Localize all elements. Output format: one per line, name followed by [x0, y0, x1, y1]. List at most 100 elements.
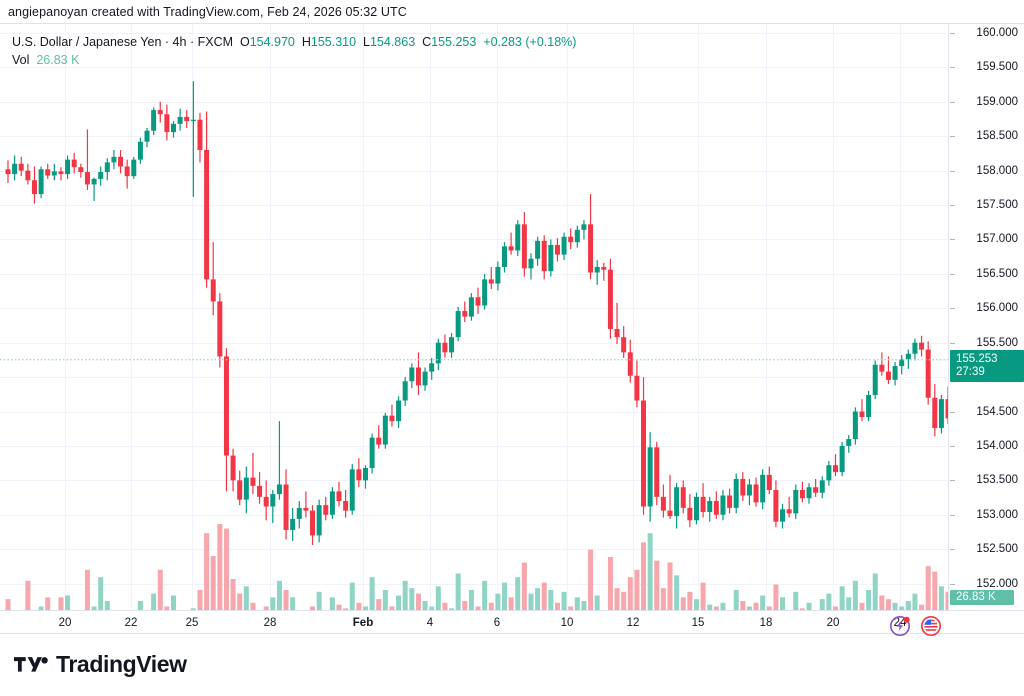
candle-body: [945, 399, 948, 419]
chart-plot-area[interactable]: [0, 24, 948, 610]
legend-interval[interactable]: 4h: [172, 35, 187, 49]
volume-bar: [382, 590, 388, 610]
volume-bar: [945, 591, 948, 610]
price-tick-dash: [950, 412, 955, 413]
candle-body: [237, 480, 243, 500]
volume-bar: [574, 597, 580, 610]
price-axis-tick-label: 157.000: [976, 233, 1018, 246]
legend-exchange: FXCM: [197, 35, 234, 49]
price-tick-dash: [950, 584, 955, 585]
price-tick-dash: [950, 171, 955, 172]
candle-body: [515, 224, 521, 251]
volume-bar: [462, 601, 468, 610]
volume-badge[interactable]: 26.83 K: [950, 590, 1014, 605]
candle-body: [104, 162, 110, 173]
us-flag-icon[interactable]: [920, 615, 942, 637]
price-axis-tick-label: 152.000: [976, 577, 1018, 590]
tradingview-footer-logo[interactable]: TradingView: [14, 652, 187, 676]
candle-body: [382, 415, 388, 445]
candle-body: [468, 297, 474, 317]
chart-frame[interactable]: U.S. Dollar / Japanese Yen · 4h · FXCM O…: [0, 23, 1024, 637]
grid-line-horizontal: [0, 33, 948, 34]
replay-alert-icon[interactable]: [889, 615, 911, 637]
legend-close-label: C: [422, 35, 432, 49]
candle-body: [184, 116, 190, 122]
grid-line-horizontal: [0, 136, 948, 137]
volume-bar: [91, 606, 97, 610]
price-axis[interactable]: 160.000 159.500 159.000 158.500 158.000 157.5…: [948, 24, 1024, 610]
candle-wick: [305, 491, 307, 518]
grid-line-horizontal: [0, 446, 948, 447]
candle-body: [415, 367, 421, 386]
time-axis[interactable]: 20222528Feb46101215182024: [0, 610, 1024, 634]
price-axis-tick-label: 155.500: [976, 336, 1018, 349]
candle-wick: [616, 302, 618, 345]
volume-bar: [581, 601, 587, 610]
candle-body: [713, 501, 719, 515]
time-axis-tick-label: 25: [185, 617, 199, 629]
volume-bar: [700, 582, 706, 610]
volume-bar: [349, 582, 355, 610]
candle-body: [680, 487, 686, 508]
volume-bar: [846, 597, 852, 610]
grid-line-horizontal: [0, 274, 948, 275]
candle-body: [25, 170, 31, 181]
candle-body: [303, 507, 309, 511]
volume-bar: [488, 602, 494, 610]
volume-bar: [720, 602, 726, 610]
candle-body: [601, 267, 607, 270]
volume-bar: [766, 606, 772, 610]
candle-body: [157, 110, 163, 115]
candle-body: [190, 119, 196, 122]
legend-symbol[interactable]: U.S. Dollar / Japanese Yen: [12, 35, 162, 49]
price-tick-dash: [950, 515, 955, 516]
volume-bar: [449, 608, 455, 610]
candle-body: [131, 159, 137, 177]
candle-body: [151, 110, 157, 131]
volume-bar: [594, 595, 600, 610]
legend-open-value: 154.970: [249, 35, 295, 49]
volume-bar: [45, 597, 51, 610]
candle-body: [773, 489, 779, 522]
candle-body: [45, 169, 51, 176]
candle-wick: [378, 425, 380, 449]
candle-body: [753, 484, 759, 503]
candle-wick: [93, 177, 95, 201]
candle-body: [223, 356, 229, 456]
volume-bar: [826, 593, 832, 610]
candle-body: [422, 371, 428, 386]
candle-body: [310, 510, 316, 536]
price-axis-tick-label: 154.000: [976, 439, 1018, 452]
volume-bar: [429, 606, 435, 610]
volume-bar: [548, 590, 554, 610]
candle-wick: [278, 421, 281, 500]
candle-body: [919, 342, 925, 350]
price-axis-tick-label: 159.500: [976, 61, 1018, 74]
legend-volume-label: Vol: [12, 53, 30, 67]
candle-body: [674, 487, 680, 517]
candle-body: [488, 279, 494, 284]
volume-bar: [773, 584, 779, 610]
grid-line-vertical: [633, 24, 634, 610]
candle-wick: [86, 129, 89, 190]
volume-bar: [780, 597, 786, 610]
time-axis-tick-label: 28: [263, 617, 277, 629]
attribution-text: angiepanoyan created with TradingView.co…: [8, 5, 407, 19]
candle-body: [144, 130, 150, 142]
candle-wick: [490, 267, 492, 290]
candle-body: [495, 267, 501, 284]
volume-bar: [396, 595, 402, 610]
volume-bar: [627, 577, 633, 610]
candle-body: [641, 400, 647, 507]
legend-change-percent: (+0.18%): [525, 35, 577, 49]
grid-line-vertical: [65, 24, 66, 610]
volume-bar: [171, 595, 176, 610]
volume-bar: [468, 590, 474, 610]
volume-bar: [521, 562, 527, 610]
candle-body: [594, 267, 600, 273]
replay-alert-glyph: [890, 616, 910, 636]
candle-body: [58, 171, 64, 175]
last-price-badge[interactable]: 155.253 27:39: [950, 349, 1024, 382]
grid-line-horizontal: [0, 412, 948, 413]
grid-line-vertical: [131, 24, 132, 610]
